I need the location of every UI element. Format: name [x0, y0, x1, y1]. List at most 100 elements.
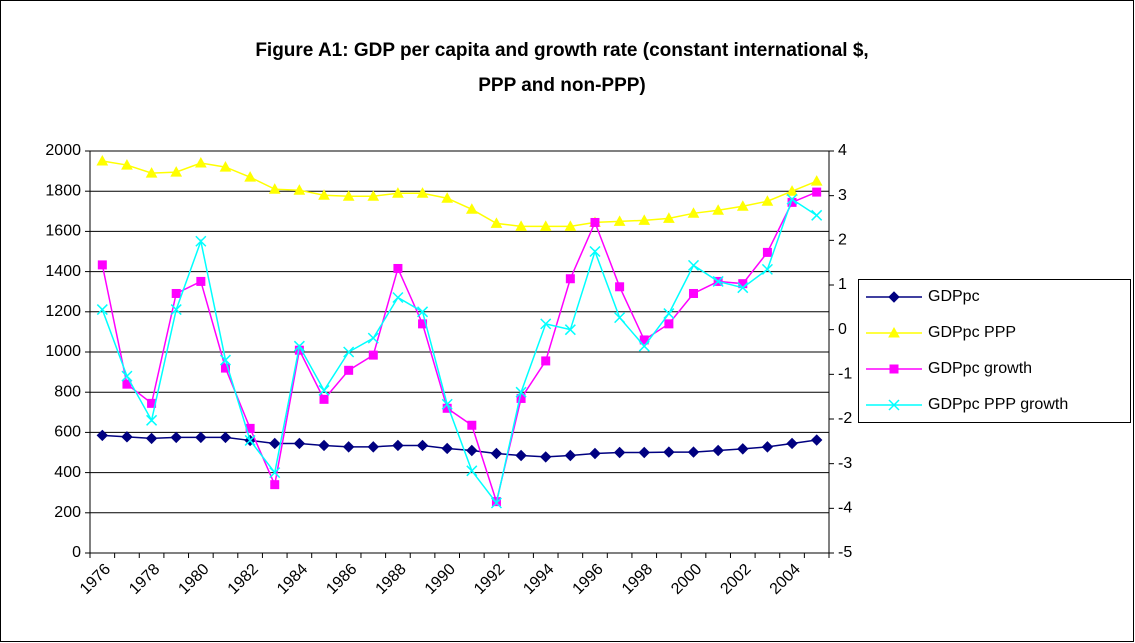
marker: [441, 398, 453, 410]
marker: [613, 215, 626, 226]
marker: [761, 263, 773, 275]
marker: [564, 449, 577, 462]
marker: [145, 432, 158, 445]
y2-tick-label: -3: [838, 455, 852, 472]
series-line: [101, 198, 818, 505]
marker: [96, 429, 109, 442]
y-tick-label: 1000: [45, 343, 81, 360]
marker: [490, 447, 503, 460]
marker: [441, 442, 453, 455]
marker: [736, 200, 749, 211]
marker: [565, 274, 575, 284]
marker: [268, 183, 281, 194]
marker: [367, 332, 379, 344]
marker: [170, 166, 183, 177]
marker: [663, 446, 675, 458]
marker: [146, 414, 158, 426]
marker: [170, 431, 182, 444]
marker: [638, 446, 650, 459]
marker: [393, 263, 403, 273]
chart-title: Figure A1: GDP per capita and growth rat…: [255, 40, 868, 61]
marker: [121, 370, 133, 382]
marker: [367, 190, 380, 201]
marker: [737, 282, 749, 294]
y-tick-label: 2000: [45, 142, 81, 159]
y2-tick-label: -1: [838, 366, 852, 383]
y-tick-label: 1600: [45, 223, 81, 240]
y2-tick-label: -5: [838, 544, 852, 561]
y2-tick-label: -4: [838, 500, 852, 517]
marker: [318, 384, 330, 396]
marker: [219, 354, 232, 366]
marker: [441, 192, 454, 203]
marker: [96, 304, 108, 316]
marker: [638, 340, 650, 352]
marker: [712, 275, 724, 287]
y-tick-label: 200: [54, 504, 81, 521]
marker: [465, 203, 478, 214]
y-tick-label: 1200: [45, 303, 81, 320]
marker: [121, 431, 133, 443]
marker: [689, 288, 699, 298]
marker: [416, 187, 429, 198]
y2-tick-label: -2: [838, 410, 852, 427]
marker: [392, 291, 404, 304]
marker: [220, 363, 230, 373]
marker: [269, 437, 281, 450]
marker: [539, 220, 552, 231]
y-tick-label: 400: [54, 464, 81, 481]
marker: [687, 207, 700, 218]
marker: [344, 365, 354, 375]
marker: [663, 212, 675, 223]
marker: [466, 444, 478, 457]
marker: [564, 324, 576, 336]
marker: [889, 364, 899, 374]
marker: [515, 449, 527, 462]
legend-label: GDPpc growth: [928, 360, 1032, 377]
marker: [392, 439, 404, 452]
marker: [712, 204, 724, 215]
marker: [219, 431, 232, 444]
y-tick-label: 0: [72, 544, 81, 561]
marker: [615, 282, 625, 292]
marker: [195, 235, 207, 247]
y2-tick-label: 4: [838, 142, 847, 159]
marker: [515, 220, 527, 231]
marker: [762, 247, 772, 257]
marker: [589, 447, 601, 460]
legend-label: GDPpc PPP growth: [928, 396, 1068, 413]
marker: [712, 444, 724, 457]
marker: [171, 288, 181, 298]
marker: [293, 437, 306, 450]
marker: [564, 220, 577, 231]
marker: [613, 446, 626, 459]
marker: [342, 190, 355, 201]
chart-title: PPP and non-PPP): [478, 75, 646, 96]
y2-tick-label: 3: [838, 187, 847, 204]
marker: [590, 217, 600, 227]
marker: [342, 441, 355, 453]
marker: [786, 185, 798, 196]
marker: [664, 319, 674, 329]
y-tick-label: 600: [54, 424, 81, 441]
marker: [121, 159, 133, 170]
marker: [170, 304, 182, 316]
marker: [490, 217, 503, 228]
marker: [318, 439, 330, 452]
marker: [219, 161, 232, 172]
legend-box: [858, 279, 1131, 423]
marker: [614, 312, 626, 324]
y-tick-label: 800: [54, 383, 81, 400]
marker: [270, 480, 280, 490]
marker: [293, 184, 306, 195]
y2-tick-label: 0: [838, 321, 847, 338]
marker: [761, 441, 774, 453]
marker: [318, 189, 330, 200]
marker: [888, 291, 900, 303]
marker: [638, 214, 651, 225]
marker: [343, 346, 355, 358]
marker: [368, 350, 378, 360]
marker: [96, 155, 109, 166]
marker: [888, 399, 900, 411]
marker: [687, 446, 700, 458]
